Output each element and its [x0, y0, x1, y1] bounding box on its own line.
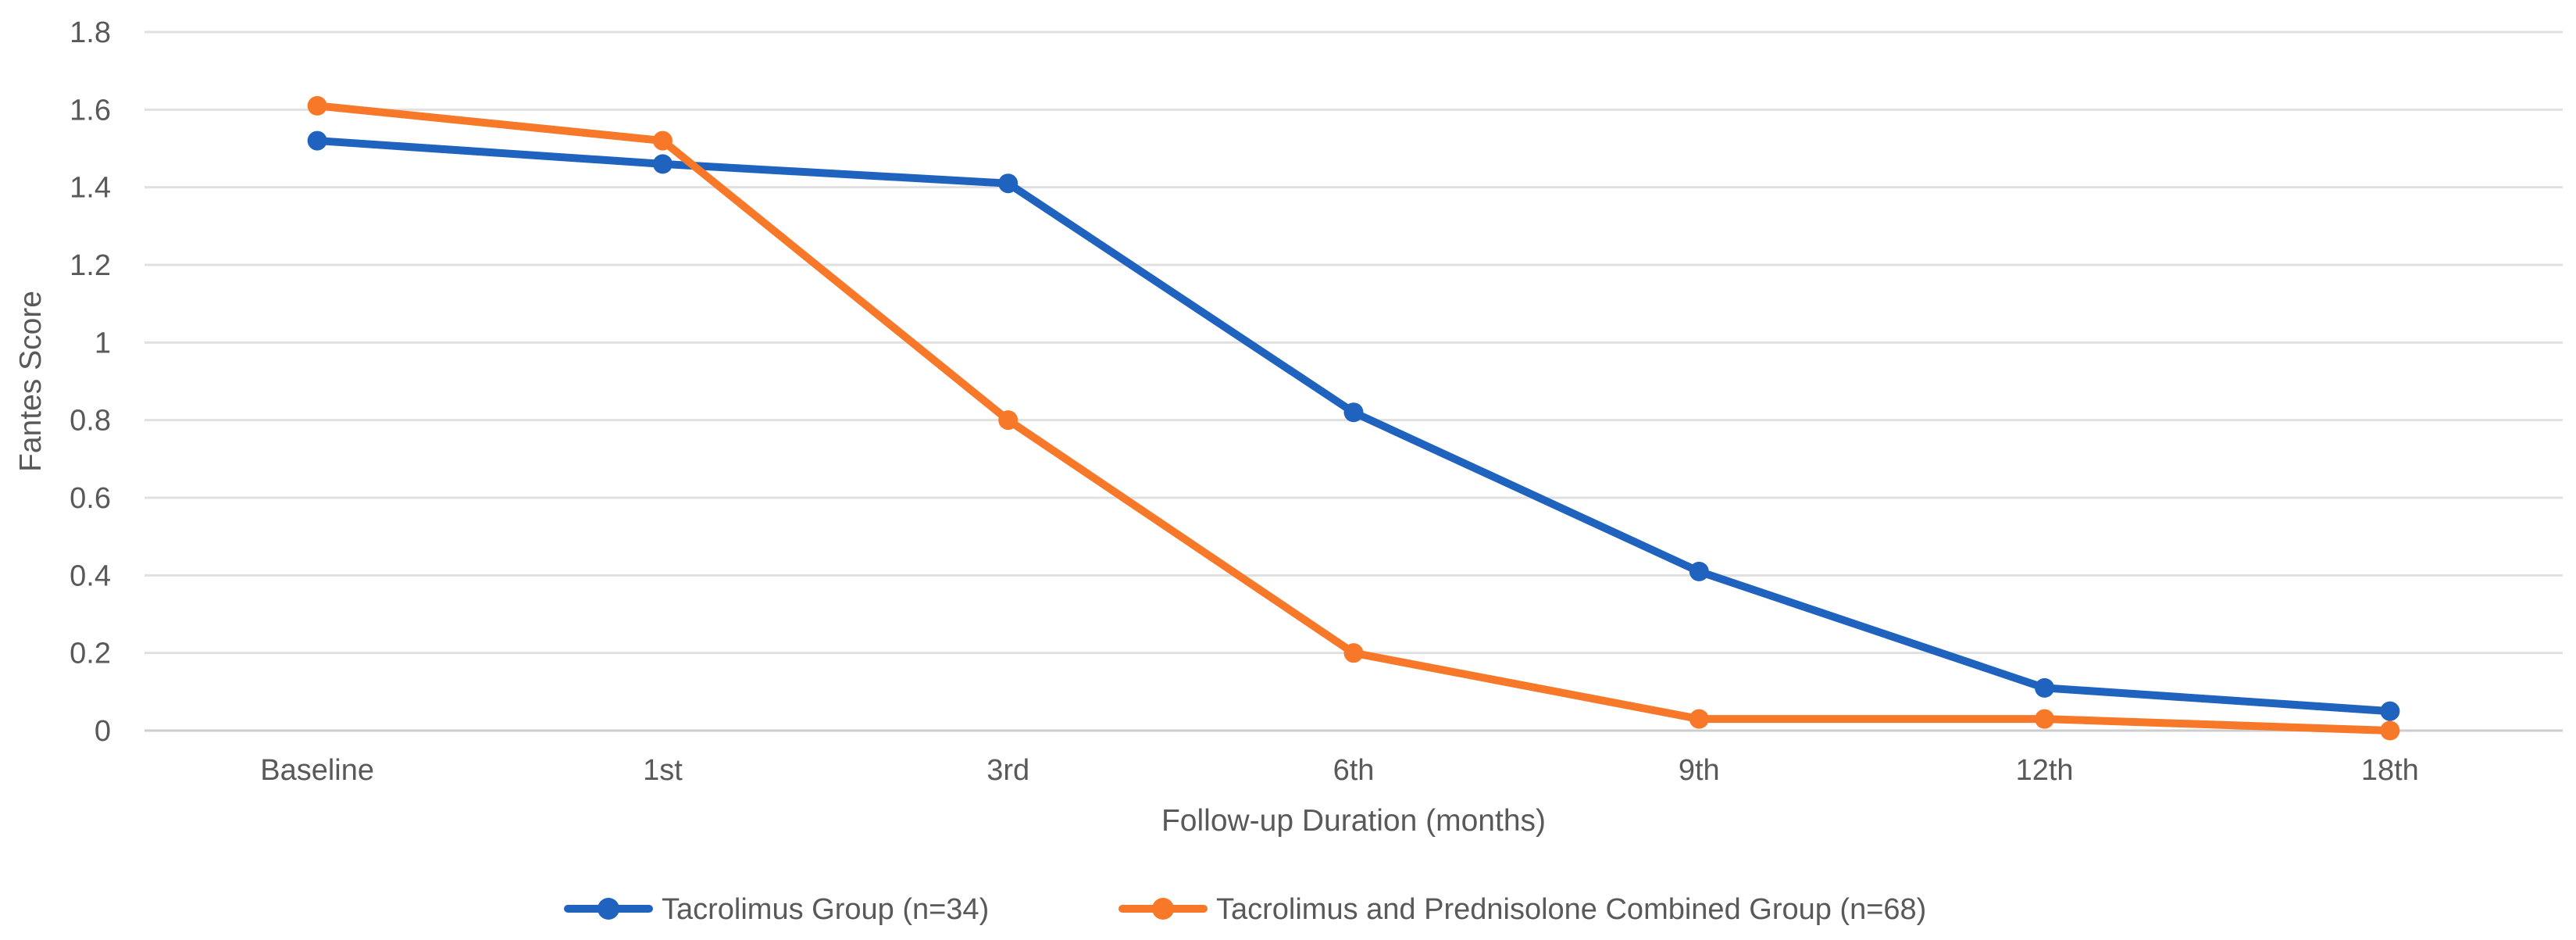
data-point-marker [2380, 720, 2400, 741]
x-axis-category-labels: Baseline 1st 3rd 6th 9th 12th 18th [260, 754, 2419, 787]
y-tick-label: 0.2 [70, 638, 111, 670]
x-category-label: 9th [1679, 754, 1720, 787]
y-tick-label: 0 [95, 715, 111, 748]
data-point-marker [652, 130, 673, 151]
x-category-label: 3rd [987, 754, 1029, 787]
legend: Tacrolimus Group (n=34) Tacrolimus and Pr… [564, 893, 1926, 926]
x-category-label: 1st [643, 754, 683, 787]
legend-label: Tacrolimus and Prednisolone Combined Gro… [1216, 893, 1926, 926]
series-combined [307, 95, 2400, 741]
y-tick-label: 1.4 [70, 172, 111, 205]
data-point-marker [307, 130, 327, 151]
data-point-marker [998, 410, 1019, 431]
series-tacrolimus [307, 130, 2400, 721]
x-category-label: 18th [2361, 754, 2419, 787]
legend-label: Tacrolimus Group (n=34) [662, 893, 989, 926]
data-point-marker [1343, 643, 1364, 663]
x-category-label: Baseline [260, 754, 374, 787]
y-tick-label: 1.8 [70, 16, 111, 49]
x-category-label: 6th [1333, 754, 1375, 787]
data-point-marker [1689, 561, 1709, 581]
y-tick-label: 0.4 [70, 559, 111, 592]
data-point-marker [652, 154, 673, 174]
y-tick-label: 1.6 [70, 94, 111, 127]
y-tick-label: 0.8 [70, 405, 111, 438]
y-tick-label: 0.6 [70, 482, 111, 515]
x-axis-title: Follow-up Duration (months) [1161, 804, 1546, 838]
data-point-marker [998, 173, 1019, 194]
legend-key-marker [1152, 898, 1174, 920]
y-axis-title: Fantes Score [14, 291, 48, 472]
data-point-marker [1343, 402, 1364, 423]
data-point-marker [2035, 709, 2055, 729]
x-category-label: 12th [2016, 754, 2074, 787]
legend-entry: Tacrolimus Group (n=34) [564, 893, 989, 926]
legend-entry: Tacrolimus and Prednisolone Combined Gro… [1119, 893, 1926, 926]
legend-key-marker [598, 898, 619, 920]
data-point-marker [307, 95, 327, 116]
y-tick-label: 1 [95, 327, 111, 359]
data-point-marker [2380, 701, 2400, 721]
y-axis-tick-labels: 0 0.2 0.4 0.6 0.8 1 1.2 1.4 1.6 1.8 [70, 16, 111, 748]
data-point-marker [1689, 709, 1709, 729]
data-point-marker [2035, 677, 2055, 698]
y-tick-label: 1.2 [70, 249, 111, 282]
